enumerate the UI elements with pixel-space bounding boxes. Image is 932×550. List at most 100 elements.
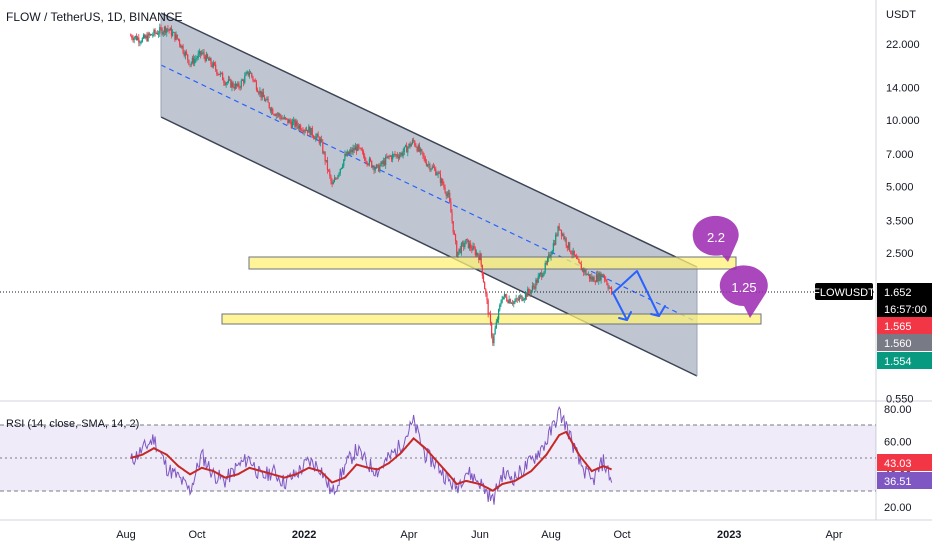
price-gray: 1.560: [884, 338, 912, 350]
rsi-tick-label: 60.00: [884, 437, 912, 449]
candle-body: [584, 269, 586, 273]
candle-body: [414, 140, 416, 146]
candle-body: [287, 118, 289, 124]
candle-body: [451, 212, 453, 222]
candle-body: [594, 281, 596, 283]
candle-body: [284, 117, 287, 119]
projection-path: [612, 270, 660, 317]
candle-body: [294, 119, 296, 127]
candle-body: [184, 51, 186, 56]
candle-body: [538, 274, 540, 277]
candle-body: [232, 82, 234, 87]
candle-body: [515, 298, 517, 302]
candle-body: [371, 160, 373, 168]
candle-body: [310, 127, 312, 136]
candle-body: [450, 201, 452, 213]
candle-body: [569, 242, 571, 252]
candle-body: [199, 51, 202, 55]
candle-body: [323, 152, 325, 154]
candle-body: [185, 51, 188, 55]
candle-body: [378, 164, 380, 172]
candle-body: [336, 178, 338, 180]
candle-body: [194, 59, 196, 64]
candle-body: [520, 295, 522, 297]
candle-body: [545, 263, 547, 264]
candle-body: [226, 82, 228, 83]
candle-body: [359, 147, 361, 149]
rsi-pane[interactable]: [0, 405, 876, 505]
candle-body: [195, 58, 197, 60]
candle-body: [286, 118, 288, 120]
price-axis[interactable]: USDT 22.000 14.000 10.000 7.000 5.000 3.500 2.…: [813, 9, 932, 406]
candle-body: [277, 113, 280, 115]
candle-body: [224, 82, 226, 85]
candle-body: [494, 328, 496, 335]
price-tick-label: 0.550: [886, 394, 914, 406]
candle-body: [266, 98, 268, 100]
candle-body: [530, 290, 532, 294]
candle-body: [425, 162, 428, 166]
candle-body: [201, 52, 203, 55]
candle-body: [225, 82, 227, 85]
callout-1-25[interactable]: 1.25: [719, 265, 768, 318]
candle-body: [383, 160, 386, 166]
channel-mid-line[interactable]: [160, 64, 698, 323]
candle-body: [158, 33, 160, 35]
candle-body: [159, 27, 161, 34]
candle-body: [350, 149, 352, 152]
candle-body: [211, 64, 213, 68]
channel-lower-line[interactable]: [160, 116, 698, 377]
candle-body: [487, 300, 489, 314]
candle-body: [317, 134, 319, 138]
candle-body: [551, 250, 553, 255]
candle-body: [600, 274, 602, 281]
candle-body: [389, 155, 391, 157]
candle-body: [261, 91, 263, 98]
candle-body: [399, 155, 401, 159]
candle-body: [509, 299, 511, 304]
resistance-zone-2-2[interactable]: [248, 256, 737, 270]
candle-body: [255, 81, 258, 90]
candle-body: [537, 276, 539, 283]
candle-body: [247, 71, 249, 76]
candle-body: [495, 321, 497, 329]
candle-body: [244, 75, 246, 83]
last-price-bg: [877, 283, 932, 300]
candle-body: [426, 164, 429, 166]
candle-body: [406, 145, 408, 153]
candle-body: [231, 82, 233, 88]
candle-body: [269, 108, 271, 112]
candle-body: [142, 35, 145, 39]
price-pane[interactable]: 2.2 1.25: [0, 12, 876, 377]
candle-body: [241, 80, 244, 81]
candle-body: [542, 275, 544, 278]
candle-body: [135, 35, 138, 41]
candle-body: [388, 155, 390, 157]
candle-body: [329, 170, 331, 176]
symbol-title: FLOW / TetherUS, 1D, BINANCE: [6, 10, 183, 24]
candle-body: [308, 126, 310, 133]
candle-body: [282, 118, 284, 120]
candle-body: [152, 35, 154, 36]
candle-body: [353, 148, 355, 151]
channel-upper-line[interactable]: [160, 12, 698, 268]
candle-body: [456, 241, 458, 257]
candle-body: [559, 229, 561, 231]
candle-body: [148, 33, 150, 36]
candle-body: [161, 28, 163, 35]
candle-body: [238, 83, 240, 88]
candle-body: [147, 33, 149, 42]
time-axis[interactable]: Aug Oct 2022 Apr Jun Aug Oct 2023 Apr: [116, 529, 843, 541]
callout-2-2[interactable]: 2.2: [692, 215, 739, 262]
candle-body: [305, 129, 308, 131]
time-tick-label: 2023: [717, 529, 741, 541]
candle-body: [236, 83, 238, 87]
price-tick-label: 7.000: [886, 149, 914, 161]
projection-arrows[interactable]: [612, 270, 666, 321]
candle-body: [428, 164, 430, 166]
rsi-tick-label: 20.00: [884, 502, 912, 514]
candle-body: [223, 80, 225, 83]
candle-body: [390, 155, 393, 160]
candle-body: [289, 119, 291, 123]
